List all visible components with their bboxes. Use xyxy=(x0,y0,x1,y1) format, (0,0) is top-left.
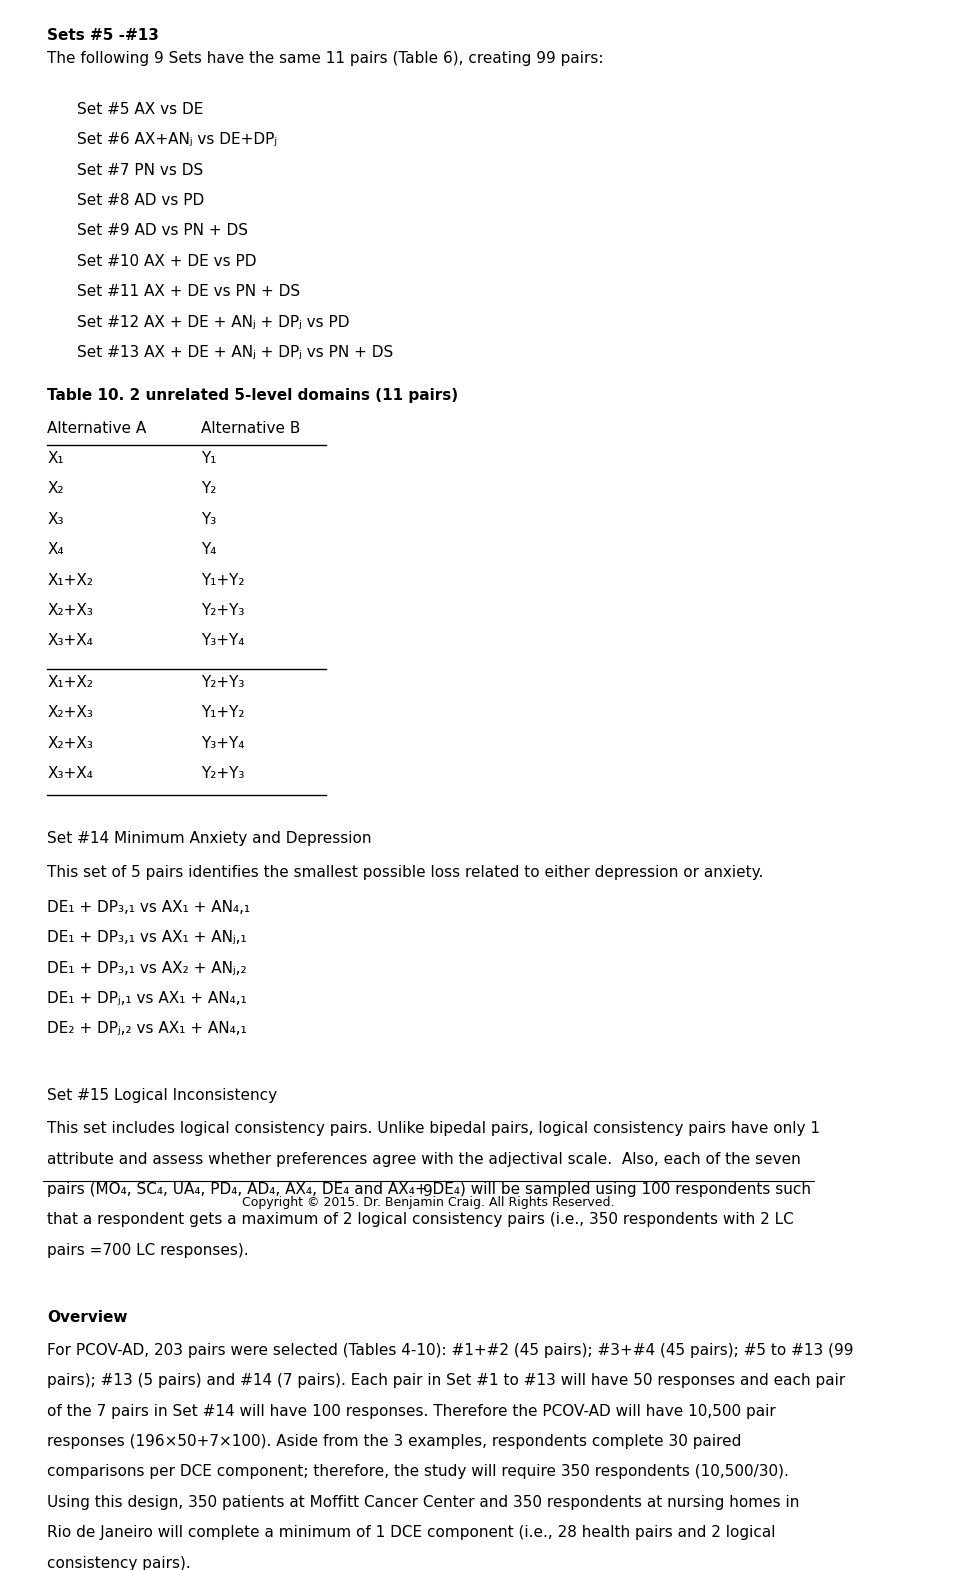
Text: comparisons per DCE component; therefore, the study will require 350 respondents: comparisons per DCE component; therefore… xyxy=(47,1465,789,1479)
Text: responses (196×50+7×100). Aside from the 3 examples, respondents complete 30 pai: responses (196×50+7×100). Aside from the… xyxy=(47,1433,741,1449)
Text: Set #6 AX+ANⱼ vs DE+DPⱼ: Set #6 AX+ANⱼ vs DE+DPⱼ xyxy=(77,132,277,148)
Text: Set #13 AX + DE + ANⱼ + DPⱼ vs PN + DS: Set #13 AX + DE + ANⱼ + DPⱼ vs PN + DS xyxy=(77,345,394,360)
Text: Table 10. 2 unrelated 5-level domains (11 pairs): Table 10. 2 unrelated 5-level domains (1… xyxy=(47,388,458,402)
Text: Y₁+Y₂: Y₁+Y₂ xyxy=(202,705,245,721)
Text: Y₂+Y₃: Y₂+Y₃ xyxy=(202,766,245,780)
Text: X₃+X₄: X₃+X₄ xyxy=(47,766,93,780)
Text: Set #12 AX + DE + ANⱼ + DPⱼ vs PD: Set #12 AX + DE + ANⱼ + DPⱼ vs PD xyxy=(77,314,349,330)
Text: that a respondent gets a maximum of 2 logical consistency pairs (i.e., 350 respo: that a respondent gets a maximum of 2 lo… xyxy=(47,1212,794,1228)
Text: Y₂+Y₃: Y₂+Y₃ xyxy=(202,675,245,689)
Text: Rio de Janeiro will complete a minimum of 1 DCE component (i.e., 28 health pairs: Rio de Janeiro will complete a minimum o… xyxy=(47,1524,776,1540)
Text: Y₃+Y₄: Y₃+Y₄ xyxy=(202,735,245,750)
Text: DE₁ + DPⱼ,₁ vs AX₁ + AN₄,₁: DE₁ + DPⱼ,₁ vs AX₁ + AN₄,₁ xyxy=(47,991,247,1006)
Text: X₁+X₂: X₁+X₂ xyxy=(47,573,93,587)
Text: This set of 5 pairs identifies the smallest possible loss related to either depr: This set of 5 pairs identifies the small… xyxy=(47,865,763,879)
Text: X₂+X₃: X₂+X₃ xyxy=(47,603,93,619)
Text: Y₁+Y₂: Y₁+Y₂ xyxy=(202,573,245,587)
Text: pairs =700 LC responses).: pairs =700 LC responses). xyxy=(47,1243,249,1258)
Text: Y₄: Y₄ xyxy=(202,542,217,557)
Text: DE₁ + DP₃,₁ vs AX₂ + ANⱼ,₂: DE₁ + DP₃,₁ vs AX₂ + ANⱼ,₂ xyxy=(47,961,247,975)
Text: Alternative A: Alternative A xyxy=(47,421,146,435)
Text: X₄: X₄ xyxy=(47,542,63,557)
Text: X₃+X₄: X₃+X₄ xyxy=(47,633,93,648)
Text: Y₃: Y₃ xyxy=(202,512,217,526)
Text: The following 9 Sets have the same 11 pairs (Table 6), creating 99 pairs:: The following 9 Sets have the same 11 pa… xyxy=(47,50,604,66)
Text: X₁: X₁ xyxy=(47,451,63,466)
Text: X₂+X₃: X₂+X₃ xyxy=(47,705,93,721)
Text: Set #11 AX + DE vs PN + DS: Set #11 AX + DE vs PN + DS xyxy=(77,284,300,300)
Text: Set #10 AX + DE vs PD: Set #10 AX + DE vs PD xyxy=(77,254,256,268)
Text: pairs); #13 (5 pairs) and #14 (7 pairs). Each pair in Set #1 to #13 will have 50: pairs); #13 (5 pairs) and #14 (7 pairs).… xyxy=(47,1374,846,1388)
Text: DE₁ + DP₃,₁ vs AX₁ + ANⱼ,₁: DE₁ + DP₃,₁ vs AX₁ + ANⱼ,₁ xyxy=(47,929,247,945)
Text: DE₁ + DP₃,₁ vs AX₁ + AN₄,₁: DE₁ + DP₃,₁ vs AX₁ + AN₄,₁ xyxy=(47,900,251,915)
Text: pairs (MO₄, SC₄, UA₄, PD₄, AD₄, AX₄, DE₄ and AX₄+ DE₄) will be sampled using 100: pairs (MO₄, SC₄, UA₄, PD₄, AD₄, AX₄, DE₄… xyxy=(47,1182,811,1196)
Text: X₂: X₂ xyxy=(47,482,63,496)
Text: X₃: X₃ xyxy=(47,512,63,526)
Text: Copyright © 2015. Dr. Benjamin Craig. All Rights Reserved.: Copyright © 2015. Dr. Benjamin Craig. Al… xyxy=(242,1196,614,1209)
Text: 9: 9 xyxy=(423,1184,433,1199)
Text: Alternative B: Alternative B xyxy=(202,421,300,435)
Text: X₁+X₂: X₁+X₂ xyxy=(47,675,93,689)
Text: Y₂+Y₃: Y₂+Y₃ xyxy=(202,603,245,619)
Text: Set #7 PN vs DS: Set #7 PN vs DS xyxy=(77,163,204,177)
Text: Y₂: Y₂ xyxy=(202,482,217,496)
Text: Set #15 Logical Inconsistency: Set #15 Logical Inconsistency xyxy=(47,1088,277,1104)
Text: attribute and assess whether preferences agree with the adjectival scale.  Also,: attribute and assess whether preferences… xyxy=(47,1152,801,1167)
Text: Y₁: Y₁ xyxy=(202,451,217,466)
Text: DE₂ + DPⱼ,₂ vs AX₁ + AN₄,₁: DE₂ + DPⱼ,₂ vs AX₁ + AN₄,₁ xyxy=(47,1022,247,1036)
Text: X₂+X₃: X₂+X₃ xyxy=(47,735,93,750)
Text: Using this design, 350 patients at Moffitt Cancer Center and 350 respondents at : Using this design, 350 patients at Moffi… xyxy=(47,1495,800,1510)
Text: Sets #5 -#13: Sets #5 -#13 xyxy=(47,28,159,42)
Text: of the 7 pairs in Set #14 will have 100 responses. Therefore the PCOV-AD will ha: of the 7 pairs in Set #14 will have 100 … xyxy=(47,1404,776,1419)
Text: Set #14 Minimum Anxiety and Depression: Set #14 Minimum Anxiety and Depression xyxy=(47,832,372,846)
Text: Y₃+Y₄: Y₃+Y₄ xyxy=(202,633,245,648)
Text: For PCOV-AD, 203 pairs were selected (Tables 4-10): #1+#2 (45 pairs); #3+#4 (45 : For PCOV-AD, 203 pairs were selected (Ta… xyxy=(47,1342,853,1358)
Text: Overview: Overview xyxy=(47,1309,128,1325)
Text: Set #9 AD vs PN + DS: Set #9 AD vs PN + DS xyxy=(77,223,248,239)
Text: This set includes logical consistency pairs. Unlike bipedal pairs, logical consi: This set includes logical consistency pa… xyxy=(47,1121,820,1137)
Text: Set #5 AX vs DE: Set #5 AX vs DE xyxy=(77,102,204,116)
Text: consistency pairs).: consistency pairs). xyxy=(47,1556,191,1570)
Text: Set #8 AD vs PD: Set #8 AD vs PD xyxy=(77,193,204,207)
